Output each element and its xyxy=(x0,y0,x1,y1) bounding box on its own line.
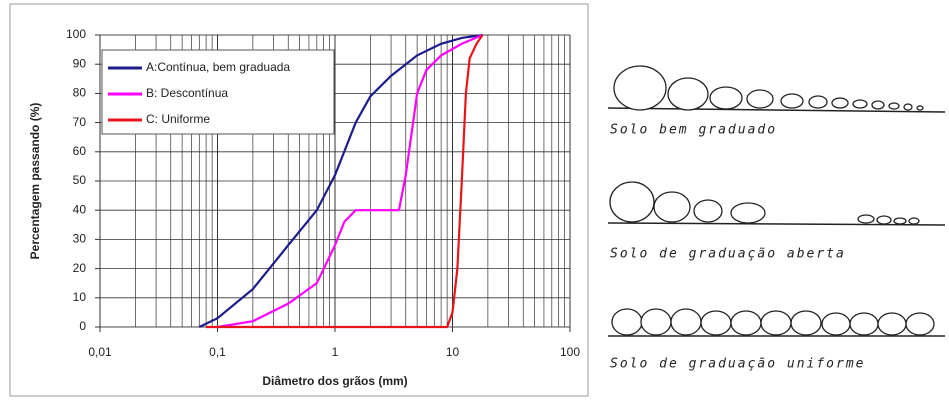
illustrations: Solo bem graduado Solo de graduação aber… xyxy=(608,66,945,372)
illustration-uniform: Solo de graduação uniforme xyxy=(608,309,945,372)
x-axis-label: Diâmetro dos grãos (mm) xyxy=(262,374,407,388)
y-tick-label: 70 xyxy=(73,115,87,129)
illustration-well-graded: Solo bem graduado xyxy=(608,66,945,138)
y-tick-label: 50 xyxy=(73,173,87,187)
legend-label: C: Uniforme xyxy=(146,112,210,126)
legend: A:Contínua, bem graduada B: Descontínua C:… xyxy=(102,50,334,134)
y-tick-label: 10 xyxy=(73,290,87,304)
y-tick-label: 90 xyxy=(73,56,87,70)
x-tick-label: 0,01 xyxy=(88,345,112,359)
y-tick-label: 30 xyxy=(73,232,87,246)
chart: 0 10 20 30 40 50 60 70 80 90 100 0,01 0,1 1 10 100 A:Con… xyxy=(66,27,580,359)
caption: Solo de graduação uniforme xyxy=(610,357,866,372)
y-tick-label: 80 xyxy=(73,86,87,100)
x-tick-label: 100 xyxy=(560,345,580,359)
y-tick-label: 20 xyxy=(73,261,87,275)
x-tick-label: 10 xyxy=(446,345,460,359)
y-tick-label: 0 xyxy=(79,319,86,333)
legend-label: A:Contínua, bem graduada xyxy=(146,60,290,74)
y-tick-label: 100 xyxy=(66,27,86,41)
illustration-open-graded: Solo de graduação aberta xyxy=(608,182,945,262)
x-tick-label: 1 xyxy=(332,345,339,359)
y-axis-label: Percentagem passando (%) xyxy=(28,103,42,260)
y-tick-label: 60 xyxy=(73,144,87,158)
legend-label: B: Descontínua xyxy=(146,86,228,100)
y-tick-label: 40 xyxy=(73,202,87,216)
x-tick-label: 0,1 xyxy=(209,345,226,359)
caption: Solo bem graduado xyxy=(610,123,777,138)
caption: Solo de graduação aberta xyxy=(610,247,846,262)
page: 0 10 20 30 40 50 60 70 80 90 100 0,01 0,1 1 10 100 A:Con… xyxy=(0,0,949,402)
